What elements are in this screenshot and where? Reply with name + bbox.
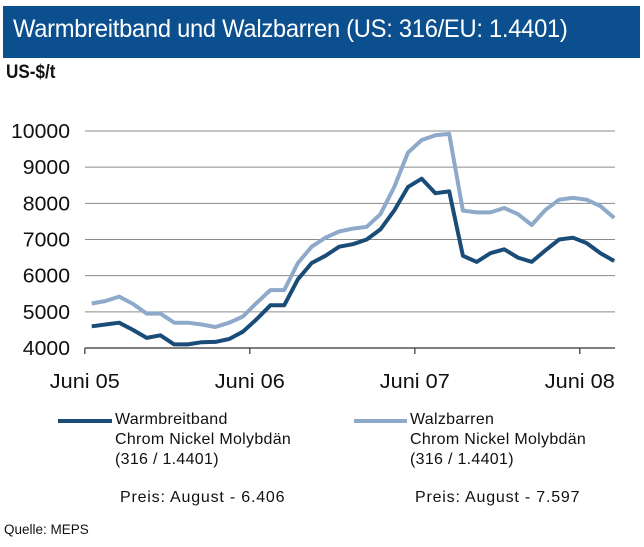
x-tick-label: Juni 06 bbox=[215, 371, 285, 393]
legend-dark-grade: (316 / 1.4401) bbox=[115, 451, 219, 468]
y-axis-label: US-$/t bbox=[6, 62, 56, 83]
price-light: Preis: August - 7.597 bbox=[415, 489, 581, 506]
price-dark: Preis: August - 6.406 bbox=[120, 489, 286, 506]
y-tick-label: 4000 bbox=[23, 338, 70, 360]
y-tick-label: 9000 bbox=[23, 157, 70, 179]
legend-dark-name: Warmbreitband bbox=[115, 411, 228, 428]
y-tick-label: 8000 bbox=[23, 193, 70, 215]
chart-title: Warmbreitband und Walzbarren (US: 316/EU… bbox=[13, 15, 568, 43]
legend-light-text: Walzbarren Chrom Nickel Molybdän (316 / … bbox=[410, 410, 586, 470]
legend-light-material: Chrom Nickel Molybdän bbox=[410, 431, 587, 448]
legend-light-name: Walzbarren bbox=[410, 411, 495, 428]
y-tick-label: 10000 bbox=[11, 121, 70, 143]
legend-light-grade: (316 / 1.4401) bbox=[410, 451, 514, 468]
y-tick-label: 5000 bbox=[23, 302, 70, 324]
x-tick-label: Juni 08 bbox=[545, 371, 615, 393]
legend-dark-material: Chrom Nickel Molybdän bbox=[115, 431, 292, 448]
y-tick-label: 7000 bbox=[23, 230, 70, 252]
x-tick-label: Juni 07 bbox=[380, 371, 450, 393]
title-bar: Warmbreitband und Walzbarren (US: 316/EU… bbox=[3, 6, 640, 58]
legend-dark-text: Warmbreitband Chrom Nickel Molybdän (316… bbox=[115, 410, 291, 470]
series-line-walzbarren bbox=[91, 131, 616, 329]
y-tick-label: 6000 bbox=[23, 266, 70, 288]
x-tick-label: Juni 05 bbox=[50, 371, 120, 393]
source-note: Quelle: MEPS bbox=[4, 522, 89, 537]
